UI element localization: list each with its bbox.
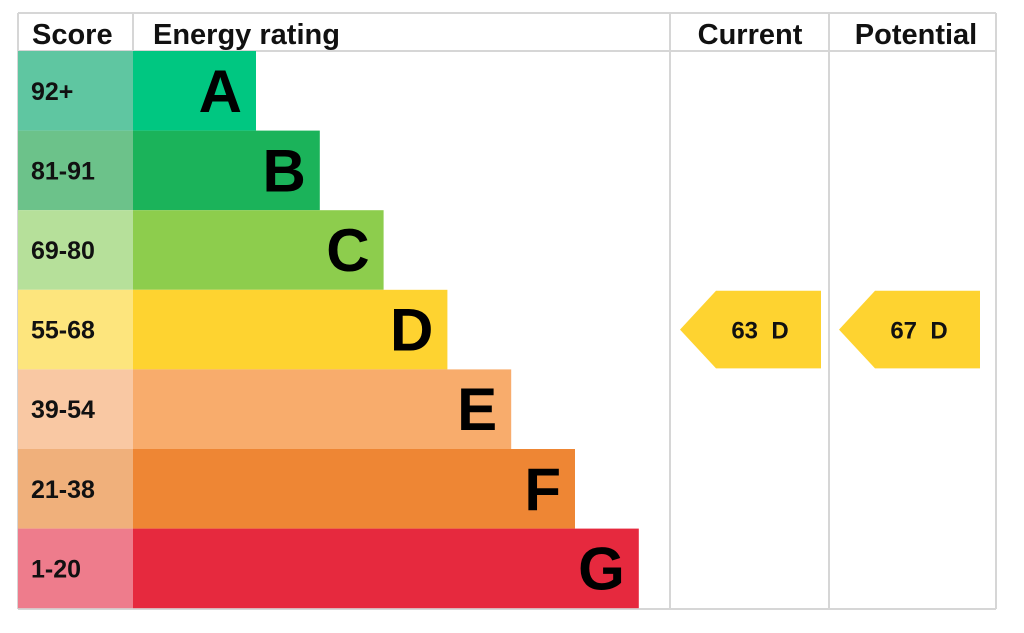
band-bar-f bbox=[133, 449, 575, 529]
score-label-b: 81-91 bbox=[31, 157, 95, 185]
band-bar-e bbox=[133, 369, 512, 449]
header-energy-rating: Energy rating bbox=[153, 19, 340, 51]
score-label-e: 39-54 bbox=[31, 396, 95, 424]
score-cell-a bbox=[18, 51, 133, 131]
score-label-d: 55-68 bbox=[31, 317, 95, 345]
score-cell-g bbox=[18, 528, 133, 609]
score-cell-d bbox=[18, 289, 133, 370]
band-bar-g bbox=[133, 528, 639, 609]
band-bar-b bbox=[133, 130, 320, 211]
score-cell-f bbox=[18, 449, 133, 529]
band-letter-c: C bbox=[326, 217, 369, 284]
band-bar-d bbox=[133, 289, 448, 370]
score-label-f: 21-38 bbox=[31, 476, 95, 504]
score-label-a: 92+ bbox=[31, 78, 73, 106]
band-letter-e: E bbox=[457, 376, 497, 443]
rating-arrows: 63 D 67 D bbox=[680, 290, 980, 369]
header-potential: Potential bbox=[855, 19, 977, 51]
score-label-c: 69-80 bbox=[31, 237, 95, 265]
current-rating-arrow bbox=[680, 290, 821, 369]
header-current: Current bbox=[698, 19, 803, 51]
potential-rating-arrow bbox=[839, 290, 980, 369]
score-cell-b bbox=[18, 130, 133, 211]
band-letter-g: G bbox=[578, 535, 625, 602]
score-cell-c bbox=[18, 210, 133, 290]
band-letter-a: A bbox=[199, 58, 242, 125]
score-cell-e bbox=[18, 369, 133, 449]
score-label-g: 1-20 bbox=[31, 555, 81, 583]
band-letter-d: D bbox=[390, 297, 433, 364]
band-bar-a bbox=[133, 51, 256, 131]
band-letter-f: F bbox=[524, 456, 561, 523]
band-bar-c bbox=[133, 210, 384, 290]
current-rating-label: 63 D bbox=[731, 318, 788, 345]
rating-bands: 92+ A 81-91 B 69-80 C 55-68 D 39-54 E 21-38 F 1-20 G bbox=[18, 51, 639, 609]
header-score: Score bbox=[32, 19, 113, 51]
band-letter-b: B bbox=[262, 137, 305, 204]
potential-rating-label: 67 D bbox=[890, 318, 947, 345]
